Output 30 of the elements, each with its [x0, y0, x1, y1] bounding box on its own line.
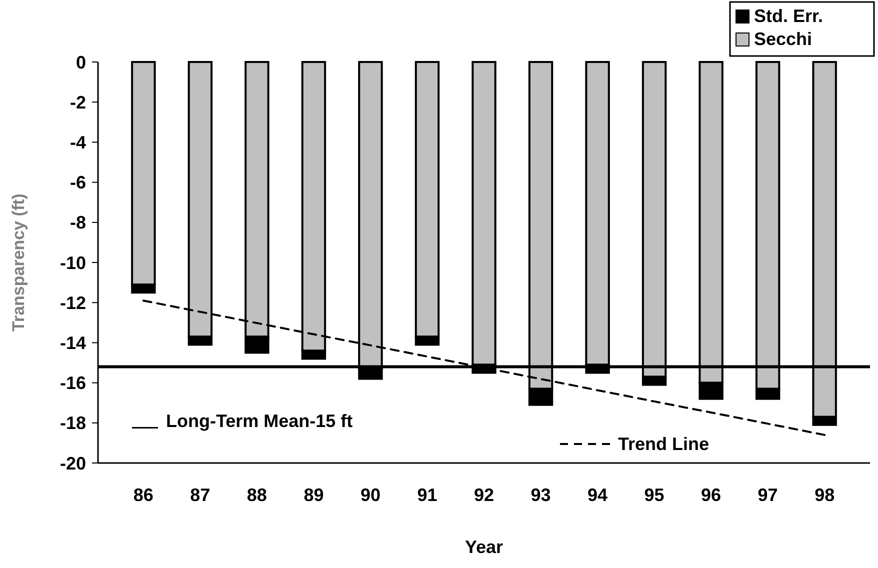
y-tick-label: -20	[60, 453, 86, 474]
y-tick-label: -18	[60, 413, 86, 434]
y-tick-label: -6	[70, 172, 86, 193]
x-tick-label: 98	[814, 485, 835, 505]
legend-label: Secchi	[754, 29, 812, 49]
x-tick-label: 88	[246, 485, 267, 505]
x-tick-label: 97	[758, 485, 778, 505]
legend-label: Std. Err.	[754, 6, 824, 26]
x-tick-label: 96	[701, 485, 722, 505]
y-tick-label: -2	[70, 92, 86, 112]
x-tick-label: 94	[588, 485, 608, 505]
x-tick-label: 93	[530, 485, 551, 505]
y-tick-label: -4	[70, 132, 86, 152]
x-tick-label: 87	[190, 485, 210, 505]
x-tick-label: 89	[304, 485, 324, 505]
y-tick-label: -14	[60, 333, 86, 353]
y-tick-label: -10	[60, 252, 86, 273]
x-tick-label: 92	[474, 485, 494, 505]
x-tick-label: 90	[360, 485, 380, 505]
legend-label: Long-Term Mean-15 ft	[166, 410, 353, 431]
y-tick-label: -8	[70, 212, 86, 233]
y-tick-label: -16	[60, 373, 86, 394]
x-tick-label: 91	[417, 485, 438, 505]
x-axis-title: Year	[464, 537, 504, 557]
x-tick-label: 86	[133, 485, 154, 505]
y-tick-label: -12	[60, 292, 86, 313]
y-axis-title: Transparency (ft)	[9, 194, 28, 332]
y-tick-label: 0	[76, 52, 86, 72]
legend-label: Trend Line	[618, 434, 710, 454]
x-tick-label: 95	[644, 485, 664, 505]
